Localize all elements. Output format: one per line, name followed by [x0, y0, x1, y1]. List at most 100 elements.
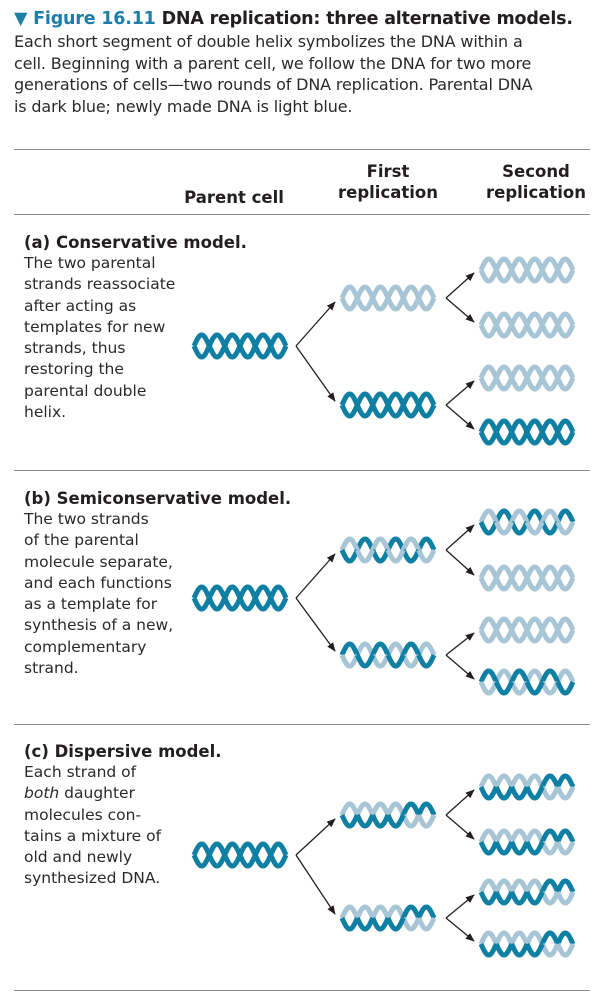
- helix-strand: [524, 785, 545, 801]
- helix-strand: [385, 296, 406, 312]
- helix-strand: [494, 773, 514, 789]
- helix-strand: [524, 376, 545, 392]
- helix-strand: [494, 680, 514, 696]
- replication-arrow: [445, 894, 475, 919]
- replication-arrow: [445, 404, 475, 430]
- helix-strand: [268, 596, 289, 612]
- figure-description-line: Each short segment of double helix symbo…: [14, 32, 523, 51]
- helix-strand: [555, 323, 576, 339]
- helix-strand: [540, 520, 560, 536]
- helix-strand: [207, 841, 227, 857]
- column-header-line: replication: [486, 183, 586, 202]
- model-description-line: old and newly: [24, 848, 133, 867]
- helix-strand: [524, 576, 545, 592]
- section-b-divider: [14, 724, 590, 725]
- helix-strand: [509, 430, 530, 446]
- helix-strand: [540, 773, 560, 789]
- second-generation-helix: [478, 564, 576, 592]
- model-description-line: molecule separate,: [24, 552, 173, 571]
- helix-strand: [478, 256, 499, 272]
- helix-strand: [478, 430, 499, 446]
- model-description-line: and each functions: [24, 573, 172, 592]
- replication-arrow: [295, 854, 336, 915]
- helix-strand: [237, 344, 258, 360]
- helix-strand: [494, 878, 514, 894]
- helix-strand: [222, 332, 243, 348]
- helix-strand: [401, 801, 421, 817]
- helix-strand: [540, 828, 560, 844]
- helix-strand: [540, 890, 560, 906]
- helix-strand: [540, 256, 560, 272]
- helix-strand: [416, 801, 437, 817]
- section-c-divider: [14, 990, 590, 991]
- second-generation-helix: [478, 311, 576, 339]
- helix-strand: [555, 628, 576, 644]
- helix-strand: [355, 284, 375, 300]
- helix-strand: [385, 653, 406, 669]
- helix-strand: [222, 841, 243, 857]
- helix-strand: [509, 256, 530, 272]
- figure-description-line: generations of cells—two rounds of DNA r…: [14, 75, 533, 94]
- helix-strand: [478, 878, 499, 894]
- parent-helix: [191, 584, 289, 612]
- helix-strand: [370, 284, 391, 300]
- helix-strand: [385, 284, 406, 300]
- helix-strand: [401, 284, 421, 300]
- helix-strand: [416, 653, 437, 669]
- helix-strand: [355, 653, 375, 669]
- replication-arrow: [295, 301, 336, 347]
- helix-strand: [401, 403, 421, 419]
- helix-strand: [401, 536, 421, 552]
- helix-strand: [509, 323, 530, 339]
- helix-strand: [355, 548, 375, 564]
- helix-strand: [509, 564, 530, 580]
- helix-strand: [207, 344, 227, 360]
- helix-strand: [222, 584, 243, 600]
- helix-strand: [524, 311, 545, 327]
- helix-strand: [191, 841, 212, 857]
- helix-strand: [494, 508, 514, 524]
- helix-strand: [237, 332, 258, 348]
- replication-arrow: [295, 597, 336, 652]
- section-a-divider: [14, 470, 590, 471]
- model-description-line: both daughter: [24, 784, 135, 803]
- helix-strand: [339, 801, 360, 817]
- helix-strand: [339, 916, 360, 932]
- model-description-line: strands reassociate: [24, 275, 176, 294]
- helix-strand: [509, 520, 530, 536]
- second-generation-helix: [478, 828, 576, 856]
- model-description-line: of the parental: [24, 531, 139, 550]
- helix-strand: [494, 418, 514, 434]
- helix-strand: [268, 344, 289, 360]
- helix-strand: [478, 268, 499, 284]
- helix-strand: [555, 268, 576, 284]
- helix-strand: [555, 773, 576, 789]
- helix-strand: [555, 785, 576, 801]
- helix-strand: [191, 344, 212, 360]
- helix-strand: [339, 653, 360, 669]
- replication-arrow: [445, 789, 475, 816]
- model-description-line: synthesized DNA.: [24, 869, 161, 888]
- helix-strand: [509, 628, 530, 644]
- helix-strand: [509, 616, 530, 632]
- model-description-line: tains a mixture of: [24, 826, 162, 845]
- model-description-line: templates for new: [24, 317, 166, 336]
- helix-strand: [524, 268, 545, 284]
- model-description-line: helix.: [24, 403, 67, 422]
- helix-strand: [355, 641, 375, 657]
- helix-strand: [416, 296, 437, 312]
- helix-strand: [494, 323, 514, 339]
- helix-strand: [478, 890, 499, 906]
- helix-strand: [355, 801, 375, 817]
- helix-strand: [509, 268, 530, 284]
- helix-strand: [509, 785, 530, 801]
- replication-arrow: [445, 272, 475, 299]
- helix-strand: [237, 853, 258, 869]
- model-description-line: The two parental: [24, 254, 156, 272]
- helix-strand: [540, 628, 560, 644]
- helix-strand: [509, 878, 530, 894]
- helix-strand: [355, 813, 375, 829]
- helix-strand: [509, 890, 530, 906]
- helix-strand: [401, 548, 421, 564]
- helix-strand: [509, 418, 530, 434]
